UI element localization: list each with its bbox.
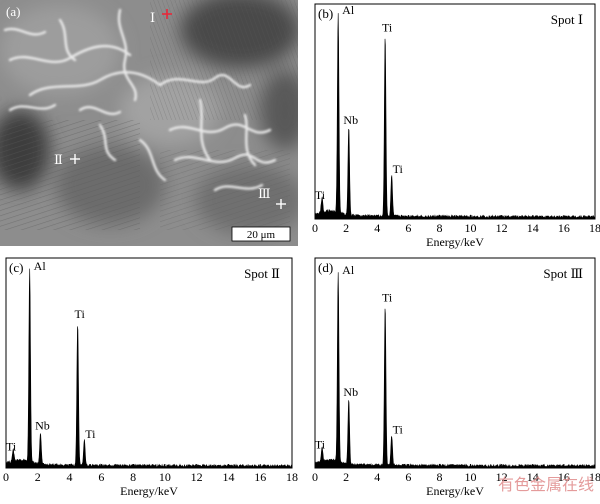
x-tick-label: 14 — [527, 221, 539, 235]
peak-label: Ti — [315, 437, 326, 451]
x-tick-label: 18 — [286, 470, 298, 484]
x-tick-label: 0 — [312, 221, 318, 235]
x-tick-label: 2 — [343, 221, 349, 235]
peak-label: Nb — [35, 419, 50, 433]
peak-label: Ti — [382, 20, 393, 34]
x-tick-label: 16 — [254, 470, 266, 484]
peak-label: Al — [342, 3, 355, 17]
panel-label: (b) — [318, 6, 333, 21]
x-tick-label: 16 — [558, 221, 570, 235]
peak-label: Ti — [382, 290, 393, 304]
x-tick-label: 6 — [98, 470, 104, 484]
sem-micrograph-panel: (a) Ⅰ Ⅱ Ⅲ 20 μm — [0, 0, 310, 246]
peak-label: Ti — [393, 162, 404, 176]
scale-bar-label: 20 μm — [247, 229, 276, 241]
peak-label: Ti — [393, 423, 404, 437]
peak-label: Ti — [75, 307, 86, 321]
peak-label: Al — [342, 263, 355, 277]
eds-spectrum-spot-1: 0 2 4 6 8 10 12 14 16 18 Energy/keV (b) Spot Ⅰ Ti Al Nb… — [303, 0, 600, 250]
eds-spectrum-spot-2: 0 2 4 6 8 10 12 14 16 18 Energy/keV (c) Spot Ⅱ Ti Al Nb… — [0, 252, 300, 499]
x-tick-label: 18 — [589, 221, 600, 235]
x-tick-label: 14 — [222, 470, 234, 484]
x-tick-label: 8 — [436, 470, 442, 484]
panel-label: (c) — [9, 260, 23, 275]
eds-chart-b: 0 2 4 6 8 10 12 14 16 18 Energy/keV (b) Spot Ⅰ Ti Al Nb… — [312, 3, 600, 249]
peak-label: Nb — [343, 113, 358, 127]
spectrum-trace — [5, 268, 293, 469]
x-tick-label: 2 — [35, 470, 41, 484]
eds-chart-d: 0 2 4 6 8 10 12 14 16 18 Energy/keV (d) Spot Ⅲ Ti Al Nb… — [312, 257, 600, 498]
x-tick-label: 12 — [496, 470, 508, 484]
spot-marker-3 — [276, 199, 286, 209]
x-tick-label: 14 — [527, 470, 539, 484]
x-tick-label: 12 — [496, 221, 508, 235]
x-tick-label: 12 — [191, 470, 203, 484]
peak-label: Nb — [343, 385, 358, 399]
spot-title: Spot Ⅱ — [244, 266, 280, 281]
x-tick-label: 8 — [130, 470, 136, 484]
spectrum-trace — [314, 13, 596, 220]
x-tick-label: 6 — [405, 470, 411, 484]
x-tick-label: 16 — [558, 470, 570, 484]
x-tick-label: 0 — [3, 470, 9, 484]
x-tick-label: 0 — [312, 470, 318, 484]
x-tick-label: 2 — [343, 470, 349, 484]
spot-title: Spot Ⅲ — [543, 266, 583, 281]
x-tick-label: 6 — [405, 221, 411, 235]
panel-label: (d) — [318, 260, 333, 275]
spot-marker-label-3: Ⅲ — [258, 186, 271, 201]
peak-label: Ti — [315, 188, 326, 202]
scale-bar-box — [231, 226, 291, 242]
spot-marker-1 — [162, 9, 172, 19]
plot-frame — [5, 257, 293, 469]
spot-title: Spot Ⅰ — [551, 12, 583, 27]
eds-chart-c: 0 2 4 6 8 10 12 14 16 18 Energy/keV (c) Spot Ⅱ Ti Al Nb… — [3, 257, 298, 498]
peak-label: Ti — [6, 439, 17, 453]
plot-frame — [314, 257, 596, 469]
x-tick-label: 4 — [374, 221, 380, 235]
x-tick-label: 4 — [67, 470, 73, 484]
eds-spectrum-spot-3: 0 2 4 6 8 10 12 14 16 18 Energy/keV (d) Spot Ⅲ Ti Al Nb… — [303, 252, 600, 499]
spot-marker-2 — [70, 154, 80, 164]
x-tick-label: 10 — [465, 470, 477, 484]
x-tick-label: 10 — [465, 221, 477, 235]
x-tick-label: 18 — [589, 470, 600, 484]
spectrum-trace — [314, 272, 596, 469]
peak-label: Al — [34, 259, 47, 273]
x-axis-label: Energy/keV — [120, 484, 178, 498]
sem-micrograph: (a) Ⅰ Ⅱ Ⅲ 20 μm — [0, 0, 310, 246]
panel-label-a: (a) — [6, 4, 20, 19]
plot-frame — [314, 3, 596, 220]
x-tick-label: 4 — [374, 470, 380, 484]
spot-marker-label-2: Ⅱ — [54, 152, 63, 167]
watermark-text: 有色金属在线 — [497, 475, 594, 494]
x-axis-label: Energy/keV — [426, 235, 484, 249]
x-tick-label: 8 — [436, 221, 442, 235]
spot-marker-label-1: Ⅰ — [150, 10, 155, 25]
x-axis-label: Energy/keV — [426, 484, 484, 498]
peak-label: Ti — [85, 427, 96, 441]
x-tick-label: 10 — [159, 470, 171, 484]
